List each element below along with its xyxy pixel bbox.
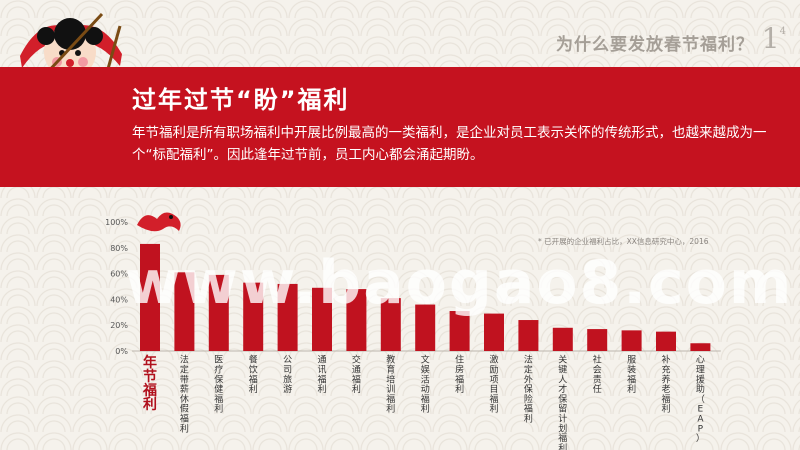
page-number: 14 (762, 22, 786, 55)
bar (140, 243, 160, 351)
bar (587, 329, 608, 351)
x-tick-label: 服装福利 (627, 355, 636, 395)
x-tick-label: 教育培训福利 (386, 354, 395, 415)
x-tick-label: 通讯福利 (317, 355, 326, 395)
dragon-ornament-icon (137, 212, 181, 232)
y-tick-label: 60% (110, 270, 128, 279)
bar (243, 282, 264, 351)
x-tick-label: 交通福利 (352, 354, 361, 395)
x-tick-label: 社会责任 (593, 354, 602, 395)
bar-chart: 0% 20% 40% 60% 80% 100% 年节福利 法定带薪休假福利 医疗保健福利 餐饮福… (105, 212, 721, 450)
x-tick-label: 住房福利 (455, 354, 464, 395)
x-tick-label: 医疗保健福利 (214, 355, 223, 415)
page-number-total: 4 (779, 26, 786, 37)
x-tick-label: 法定外保险福利 (524, 354, 533, 425)
bar (449, 311, 470, 351)
bar (346, 289, 367, 351)
x-tick-label: 年节福利 (142, 354, 157, 413)
y-tick-label: 100% (105, 218, 128, 227)
x-tick-label: 激励项目福利 (489, 354, 498, 415)
bar (174, 272, 195, 351)
x-tick-label: 餐饮福利 (249, 354, 258, 395)
y-tick-label: 0% (115, 347, 128, 356)
y-tick-label: 80% (110, 244, 128, 253)
bar (312, 287, 332, 351)
bar (690, 343, 711, 351)
y-tick-label: 40% (110, 295, 128, 304)
bar (380, 298, 401, 351)
bars (140, 243, 711, 351)
bar (518, 320, 539, 351)
x-tick-label: 文娱活动福利 (421, 354, 430, 415)
x-tick-label: 心理援助（ E A P） (696, 355, 705, 444)
bar (656, 331, 676, 351)
bar (621, 330, 642, 351)
y-tick-label: 20% (110, 321, 128, 330)
x-tick-label: 补充养老福利 (661, 354, 670, 415)
x-axis-labels: 年节福利 法定带薪休假福利 医疗保健福利 餐饮福利 公司旅游 通讯福利 交通福利 教育培训福利… (142, 354, 705, 450)
banner-text: 年节福利是所有职场福利中开展比例最高的一类福利，是企业对员工表示关怀的传统形式，… (132, 125, 767, 163)
x-tick-label: 公司旅游 (283, 355, 292, 395)
bar (415, 304, 436, 351)
bar (277, 283, 298, 351)
bar (208, 274, 229, 351)
page-number-current: 1 (761, 22, 780, 55)
header-title: 为什么要发放春节福利？ (556, 35, 754, 55)
x-tick-label: 法定带薪休假福利 (180, 354, 189, 435)
red-banner (0, 67, 800, 187)
banner-title: 过年过节“盼”福利 (132, 86, 350, 114)
bar (552, 327, 573, 351)
bar (484, 313, 504, 351)
x-tick-label: 关键人才保留计划福利 (558, 354, 567, 450)
source-note: * 已开展的企业福利占比，XX信息研究中心，2016 (538, 237, 709, 246)
